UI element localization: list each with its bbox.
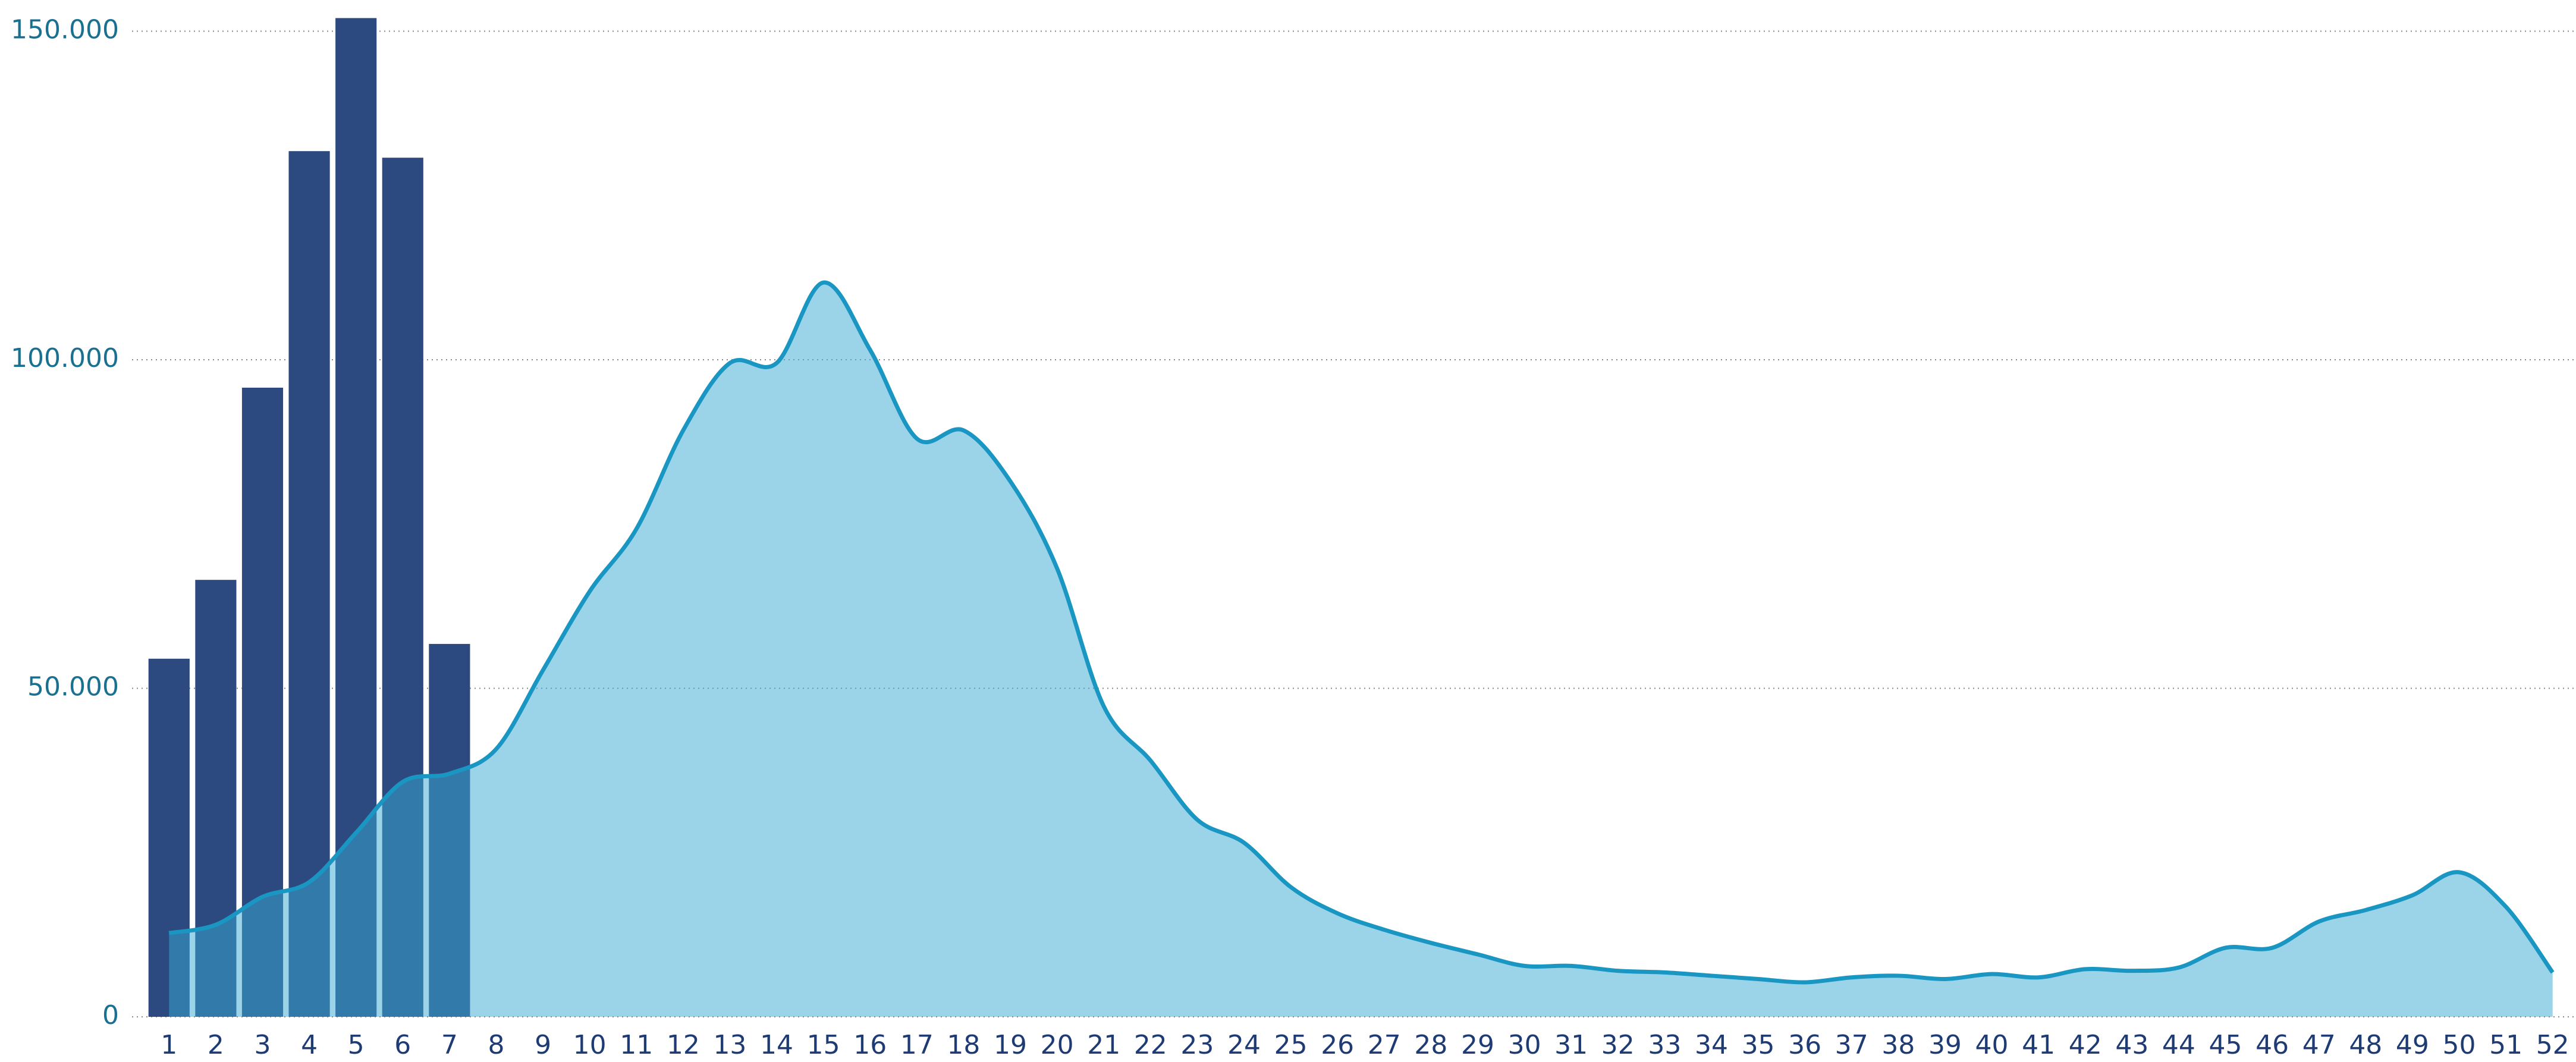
x-tick-label: 26 [1321,1030,1354,1060]
x-tick-label: 38 [1881,1030,1915,1060]
y-tick-label: 0 [102,1000,119,1030]
x-tick-label: 33 [1648,1030,1681,1060]
x-tick-label: 49 [2396,1030,2429,1060]
x-tick-label: 6 [394,1030,411,1060]
x-tick-label: 52 [2536,1030,2569,1060]
x-tick-label: 16 [853,1030,887,1060]
x-tick-label: 46 [2255,1030,2289,1060]
x-tick-label: 15 [807,1030,840,1060]
x-tick-label: 20 [1041,1030,1074,1060]
x-tick-label: 14 [760,1030,793,1060]
y-tick-label: 50.000 [27,672,119,702]
x-tick-label: 28 [1414,1030,1447,1060]
x-tick-label: 43 [2115,1030,2148,1060]
x-tick-label: 19 [994,1030,1027,1060]
x-tick-label: 2 [208,1030,224,1060]
area-fill [169,282,2553,1017]
x-tick-label: 12 [667,1030,700,1060]
x-tick-label: 3 [254,1030,271,1060]
x-tick-label: 51 [2489,1030,2522,1060]
x-tick-label: 44 [2162,1030,2195,1060]
x-tick-label: 40 [1975,1030,2009,1060]
x-tick-label: 9 [535,1030,551,1060]
x-tick-label: 35 [1742,1030,1775,1060]
x-tick-label: 31 [1554,1030,1588,1060]
x-tick-label: 45 [2209,1030,2242,1060]
x-tick-label: 17 [900,1030,934,1060]
x-tick-label: 41 [2022,1030,2055,1060]
x-tick-label: 34 [1695,1030,1728,1060]
x-tick-label: 8 [488,1030,504,1060]
x-tick-label: 37 [1835,1030,1868,1060]
x-tick-label: 5 [348,1030,365,1060]
x-tick-label: 10 [573,1030,607,1060]
x-tick-label: 30 [1508,1030,1541,1060]
x-tick-label: 1 [161,1030,177,1060]
x-tick-label: 11 [620,1030,653,1060]
x-tick-label: 21 [1087,1030,1120,1060]
x-tick-label: 13 [713,1030,746,1060]
x-tick-label: 39 [1928,1030,1962,1060]
area-line [168,280,2555,985]
x-tick-label: 29 [1461,1030,1494,1060]
x-tick-label: 23 [1180,1030,1214,1060]
x-tick-label: 48 [2349,1030,2382,1060]
x-tick-label: 4 [301,1030,318,1060]
x-tick-label: 42 [2069,1030,2102,1060]
x-tick-label: 47 [2302,1030,2336,1060]
x-tick-label: 32 [1601,1030,1635,1060]
x-tick-label: 50 [2443,1030,2476,1060]
x-tick-label: 18 [947,1030,980,1060]
x-tick-label: 27 [1368,1030,1401,1060]
x-tick-label: 25 [1274,1030,1308,1060]
x-tick-label: 22 [1134,1030,1167,1060]
y-tick-label: 150.000 [11,15,119,45]
y-tick-label: 100.000 [11,343,119,373]
x-tick-label: 7 [441,1030,458,1060]
x-tick-label: 24 [1227,1030,1261,1060]
x-tick-label: 36 [1788,1030,1821,1060]
